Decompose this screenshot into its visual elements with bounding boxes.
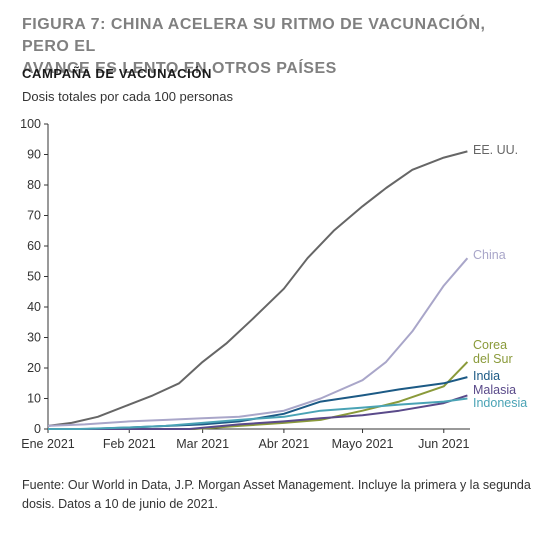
series-label-malasia: Malasia [473, 383, 516, 397]
line-chart: 0 10 20 30 40 50 60 70 80 90 100 Ene 2021 Feb 2021 Ma… [20, 117, 527, 451]
series-lines [47, 150, 469, 430]
y-tick-label: 80 [27, 178, 41, 192]
chart-title-line-1: FIGURA 7: CHINA ACELERA SU RITMO DE VACU… [22, 16, 486, 55]
x-tick-label: Ene 2021 [21, 437, 75, 451]
x-tick-label: Mayo 2021 [332, 437, 394, 451]
series-label-ee-uu: EE. UU. [473, 143, 518, 157]
chart-title: FIGURA 7: CHINA ACELERA SU RITMO DE VACU… [22, 14, 537, 80]
series-label-indonesia: Indonesia [473, 396, 527, 410]
series-line-ee-uu [47, 150, 468, 427]
y-tick-label: 30 [27, 331, 41, 345]
series-line-malasia [48, 394, 468, 430]
y-tick-label: 0 [34, 422, 41, 436]
x-tick-label: Feb 2021 [103, 437, 156, 451]
x-tick-label: Jun 2021 [418, 437, 469, 451]
chart-subtitle: CAMPAÑA DE VACUNACIÓN [22, 66, 213, 81]
y-tick-label: 60 [27, 239, 41, 253]
y-tick-label: 100 [20, 117, 41, 131]
series-label-china: China [473, 248, 506, 262]
y-tick-label: 40 [27, 300, 41, 314]
y-tick-label: 90 [27, 148, 41, 162]
y-axis-unit-label: Dosis totales por cada 100 personas [22, 89, 234, 104]
series-label-corea-del-sur: Corea [473, 338, 507, 352]
series-label-corea-del-sur: del Sur [473, 352, 513, 366]
series-line-indonesia [48, 397, 468, 430]
source-note: Fuente: Our World in Data, J.P. Morgan A… [22, 478, 531, 511]
series-line-china [47, 257, 469, 427]
x-tick-label: Abr 2021 [259, 437, 310, 451]
y-tick-label: 10 [27, 392, 41, 406]
series-line-india [48, 376, 468, 430]
axes: 0 10 20 30 40 50 60 70 80 90 100 Ene 2021 Feb 2021 Ma… [20, 117, 470, 451]
y-tick-label: 70 [27, 209, 41, 223]
y-tick-label: 20 [27, 361, 41, 375]
x-tick-label: Mar 2021 [176, 437, 229, 451]
series-label-india: India [473, 369, 500, 383]
chart-title-line-2: AVANCE ES LENTO EN OTROS PAÍSES [22, 60, 337, 77]
y-tick-label: 50 [27, 270, 41, 284]
